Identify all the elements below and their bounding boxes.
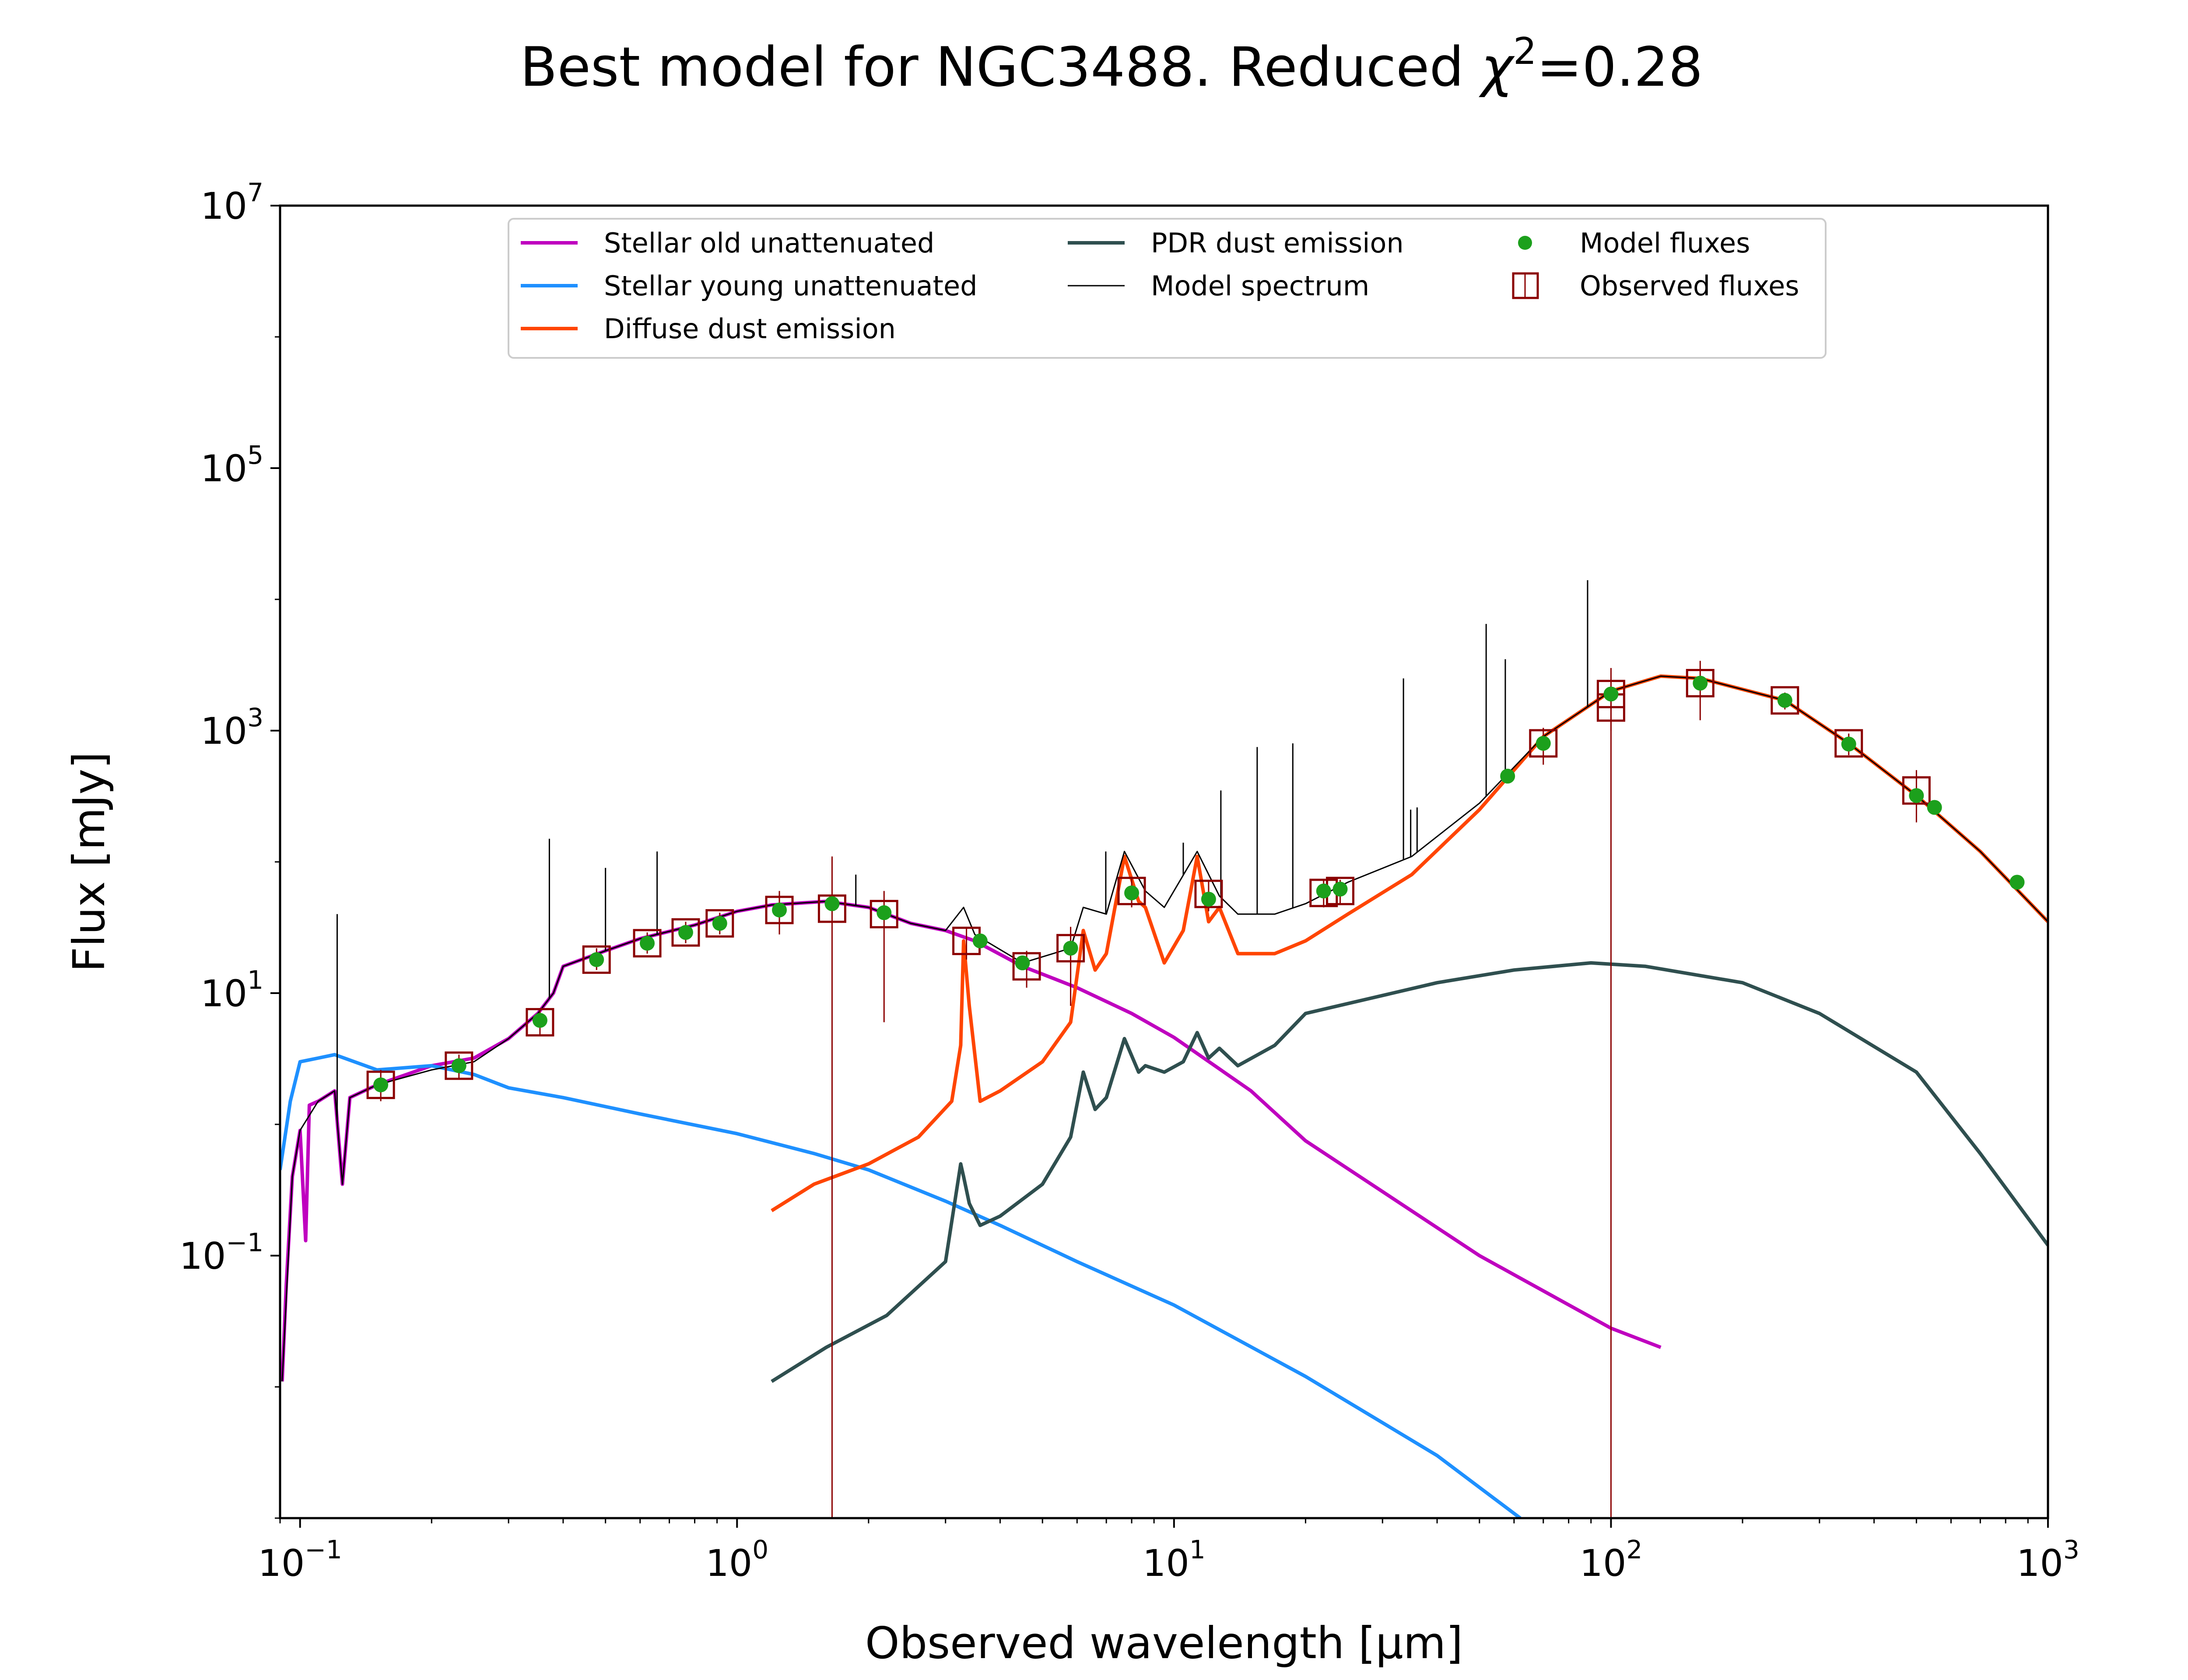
- observed-flux-marker-17: [1529, 729, 1558, 758]
- observed-flux-marker-14: [1194, 879, 1223, 908]
- y-tick-label-1: 101: [200, 965, 263, 1015]
- observed-flux-marker-8: [817, 894, 846, 923]
- model-flux-point-14: [1201, 892, 1216, 907]
- legend-pdr-dust-emission-label: PDR dust emission: [1151, 227, 1404, 259]
- y-tick-label-3: 105: [200, 440, 263, 490]
- model-flux-point-8: [824, 896, 840, 911]
- model-flux-point-25: [2009, 875, 2025, 890]
- model-flux-point-4: [640, 935, 655, 951]
- model-flux-point-10: [972, 933, 988, 948]
- series-line-pdr-dust-emission: [771, 961, 2048, 1383]
- observed-flux-marker-5: [671, 918, 700, 947]
- model-flux-point-21: [1777, 693, 1792, 708]
- observed-flux-marker-23: [1902, 776, 1931, 805]
- model-flux-point-19: [1603, 686, 1619, 702]
- model-flux-point-15: [1316, 883, 1331, 899]
- legend-diffuse-dust-emission-label: Diffuse dust emission: [604, 313, 896, 345]
- x-tick-label-3: 102: [1580, 1535, 1643, 1585]
- model-flux-point-0: [373, 1077, 389, 1092]
- chart-title: Best model for NGC3488. Reduced χ2=0.28: [520, 30, 1703, 99]
- model-flux-point-24: [1927, 800, 1942, 815]
- markers-layer: [366, 661, 2025, 1518]
- observed-flux-marker-11: [1012, 952, 1041, 981]
- model-flux-point-3: [589, 952, 604, 967]
- observed-flux-marker-6: [705, 909, 734, 938]
- legend-stellar-old-unattenuated-label: Stellar old unattenuated: [604, 227, 934, 259]
- model-flux-point-5: [678, 925, 693, 940]
- model-flux-point-2: [532, 1013, 547, 1028]
- observed-flux-marker-22: [1834, 729, 1863, 758]
- observed-flux-marker-0: [366, 1071, 395, 1099]
- x-tick-label-0: 10−1: [258, 1535, 342, 1585]
- x-tick-label-2: 101: [1143, 1535, 1206, 1585]
- observed-flux-marker-12: [1056, 934, 1085, 962]
- model-flux-point-1: [451, 1058, 466, 1073]
- observed-flux-marker-9: [870, 900, 898, 928]
- legend-frame: [508, 218, 1827, 359]
- model-flux-point-9: [877, 905, 892, 920]
- model-flux-point-12: [1063, 941, 1078, 956]
- observed-flux-marker-21: [1771, 686, 1799, 715]
- model-flux-point-13: [1124, 885, 1140, 900]
- model-flux-point-7: [772, 902, 787, 917]
- observed-flux-marker-7: [765, 896, 794, 924]
- model-flux-point-11: [1015, 955, 1030, 970]
- y-tick-label-4: 107: [200, 178, 263, 228]
- observed-flux-marker-2: [526, 1008, 554, 1037]
- y-axis-label: Flux [mJy]: [63, 752, 115, 972]
- observed-flux-marker-4: [633, 929, 662, 958]
- legend-model-fluxes-label: Model fluxes: [1580, 227, 1750, 259]
- observed-flux-marker-3: [582, 945, 611, 974]
- observed-flux-marker-1: [445, 1051, 473, 1080]
- axis-ticks: 10−1 100 101 102 103 10−1 101 103 105 107: [179, 178, 2079, 1585]
- model-flux-point-16: [1332, 882, 1348, 897]
- series-line-stellar-young-unattenuated: [280, 1053, 1522, 1518]
- legend-model-spectrum-label: Model spectrum: [1151, 270, 1369, 302]
- y-tick-label-0: 10−1: [179, 1228, 263, 1278]
- plot-area: [280, 580, 2048, 1518]
- model-flux-point-22: [1841, 736, 1856, 752]
- model-flux-point-6: [712, 916, 727, 931]
- model-flux-point-17: [1500, 769, 1515, 784]
- model-flux-point-20: [1693, 676, 1708, 691]
- legend-stellar-young-unattenuated-label: Stellar young unattenuated: [604, 270, 977, 302]
- legend: Stellar old unattenuated Stellar young un…: [508, 218, 1827, 359]
- legend-model-fluxes-swatch: [1518, 236, 1532, 250]
- y-tick-label-2: 103: [200, 703, 263, 752]
- model-flux-point-18: [1536, 736, 1551, 751]
- x-tick-label-1: 100: [705, 1535, 768, 1585]
- observed-flux-marker-13: [1117, 877, 1146, 906]
- model-flux-point-23: [1909, 788, 1924, 803]
- x-tick-label-4: 103: [2016, 1535, 2079, 1585]
- x-axis-label: Observed wavelength [μm]: [865, 1617, 1463, 1669]
- legend-observed-fluxes-label: Observed fluxes: [1580, 270, 1799, 302]
- observed-flux-marker-20: [1686, 668, 1715, 697]
